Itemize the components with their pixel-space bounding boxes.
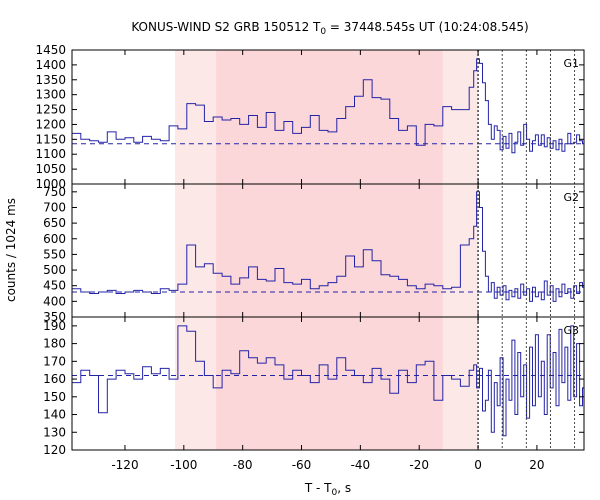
y-tick-label-g1-1300: 1300 — [35, 88, 66, 102]
panel-g1: 1000105011001150120012501300135014001450… — [35, 43, 584, 191]
panel-label-g1: G1 — [563, 57, 579, 70]
y-tick-label-g1-1150: 1150 — [35, 132, 66, 146]
y-axis-label: counts / 1024 ms — [4, 198, 18, 302]
x-tick-label--100: -100 — [170, 458, 197, 472]
shaded-regions — [174, 50, 479, 450]
vertical-markers — [477, 50, 576, 450]
x-tick-label--120: -120 — [111, 458, 138, 472]
y-tick-label-g1-1050: 1050 — [35, 162, 66, 176]
y-tick-label-g3-150: 150 — [43, 390, 66, 404]
y-tick-label-g3-160: 160 — [43, 372, 66, 386]
y-tick-label-g1-1350: 1350 — [35, 73, 66, 87]
x-tick-label--20: -20 — [409, 458, 429, 472]
light-curve-g3 — [72, 325, 584, 437]
panel-g3: 120 130 140 150 160 170 180 190 G3 — [43, 319, 584, 457]
y-tick-label-g1-1200: 1200 — [35, 117, 66, 131]
light-curve-g2 — [72, 191, 584, 302]
y-tick-label-g1-1100: 1100 — [35, 147, 66, 161]
y-tick-label-g3-140: 140 — [43, 408, 66, 422]
y-tick-label-g2-450: 450 — [43, 279, 66, 293]
y-tick-label-g1-1400: 1400 — [35, 58, 66, 72]
x-tick-label-20: 20 — [529, 458, 544, 472]
chart-title: KONUS-WIND S2 GRB 150512 T0 = 37448.545s… — [131, 20, 528, 37]
y-tick-label-g3-170: 170 — [43, 354, 66, 368]
y-tick-label-g2-600: 600 — [43, 232, 66, 246]
y-tick-label-g2-750: 750 — [43, 185, 66, 199]
y-tick-label-g1-1450: 1450 — [35, 43, 66, 57]
x-tick-label--60: -60 — [292, 458, 312, 472]
y-tick-label-g3-120: 120 — [43, 443, 66, 457]
y-tick-label-g1-1250: 1250 — [35, 103, 66, 117]
y-tick-label-g2-650: 650 — [43, 216, 66, 230]
y-tick-label-g1-1000: 1000 — [35, 177, 66, 191]
panel-frame-g3 — [71, 316, 585, 451]
y-tick-label-g2-400: 400 — [43, 294, 66, 308]
x-axis-label: T - T0, s — [304, 481, 351, 498]
y-tick-label-g2-350: 350 — [43, 310, 66, 324]
x-tick-label--40: -40 — [351, 458, 371, 472]
panels: 1000105011001150120012501300135014001450… — [35, 43, 584, 457]
light-curve-g1 — [72, 58, 584, 154]
y-tick-label-g2-700: 700 — [43, 200, 66, 214]
panel-label-g3: G3 — [563, 324, 579, 337]
panel-label-g2: G2 — [563, 191, 579, 204]
y-tick-label-g2-500: 500 — [43, 263, 66, 277]
shaded-region-2 — [216, 50, 443, 450]
y-tick-label-g3-130: 130 — [43, 425, 66, 439]
y-tick-label-g2-550: 550 — [43, 247, 66, 261]
y-tick-label-g3-190: 190 — [43, 319, 66, 333]
y-tick-label-g3-180: 180 — [43, 337, 66, 351]
panel-frames — [71, 49, 585, 451]
x-axis-ticks: -120 -100 -80 -60 -40 -20 0 20 — [111, 50, 545, 472]
x-tick-label-0: 0 — [474, 458, 482, 472]
x-tick-label--80: -80 — [233, 458, 253, 472]
